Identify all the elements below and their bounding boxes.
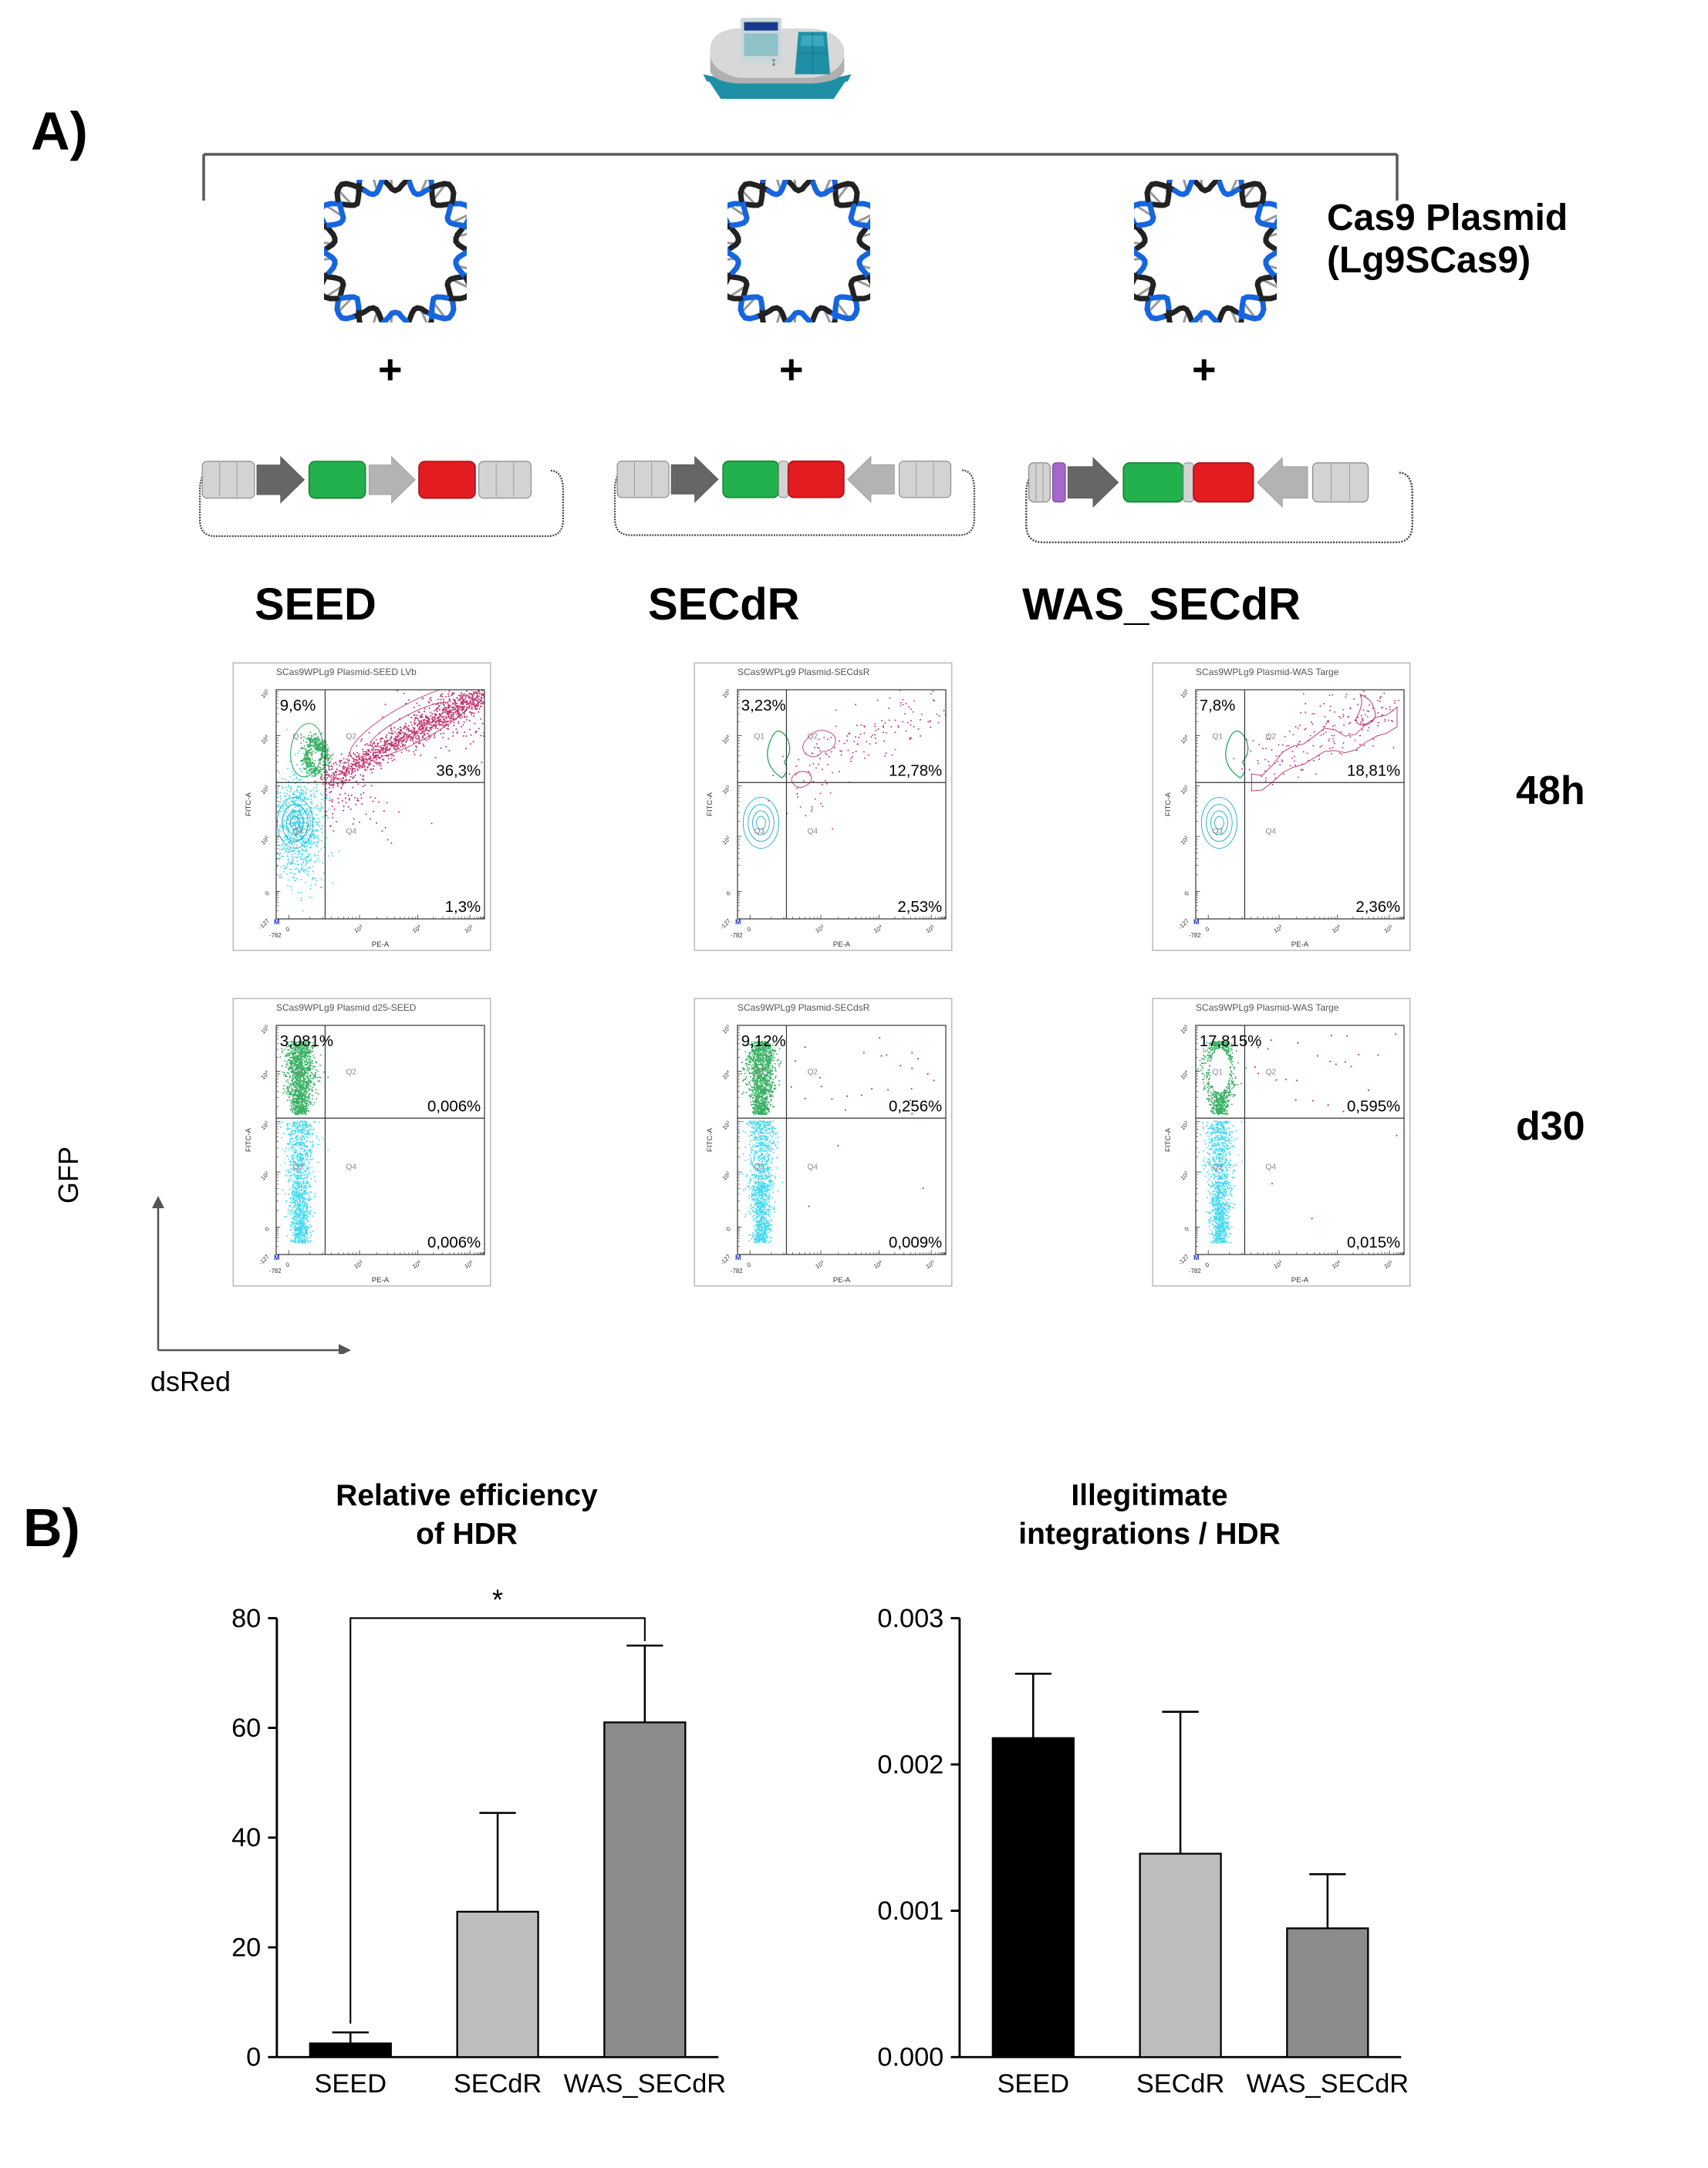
svg-text:17,815%: 17,815%: [1200, 1033, 1262, 1050]
svg-text:SECdR: SECdR: [1136, 2069, 1224, 2099]
svg-text:3,23%: 3,23%: [741, 697, 786, 714]
svg-text:WAS_SECdR: WAS_SECdR: [564, 2069, 726, 2099]
svg-text:M: M: [735, 918, 741, 926]
svg-text:0,595%: 0,595%: [1347, 1098, 1400, 1115]
svg-text:Relative efficiency: Relative efficiency: [336, 1479, 598, 1512]
svg-text:Q4: Q4: [807, 1163, 818, 1171]
svg-text:12,78%: 12,78%: [889, 762, 942, 779]
svg-text:Q1: Q1: [1212, 1068, 1223, 1076]
svg-text:Q1: Q1: [754, 732, 765, 741]
svg-text:0: 0: [246, 2043, 261, 2072]
svg-text:80: 80: [231, 1604, 261, 1633]
svg-text:9,6%: 9,6%: [280, 697, 316, 714]
svg-text:PE-A: PE-A: [1291, 1276, 1309, 1285]
svg-text:WAS_SECdR: WAS_SECdR: [1247, 2069, 1409, 2099]
svg-text:0,006%: 0,006%: [427, 1098, 481, 1115]
svg-text:-782: -782: [731, 932, 743, 939]
svg-text:FITC-A: FITC-A: [245, 792, 253, 816]
svg-text:Q1: Q1: [292, 1068, 303, 1076]
svg-text:20: 20: [231, 1933, 261, 1962]
svg-text:-782: -782: [731, 1268, 743, 1275]
svg-text:SCas9WPLg9 Plasmid-WAS Targe: SCas9WPLg9 Plasmid-WAS Targe: [1196, 667, 1339, 677]
svg-text:Illegitimate: Illegitimate: [1071, 1479, 1227, 1512]
svg-text:PE-A: PE-A: [833, 1276, 851, 1285]
svg-text:0,015%: 0,015%: [1347, 1234, 1400, 1251]
svg-text:0.001: 0.001: [877, 1896, 943, 1926]
svg-text:-782: -782: [1189, 932, 1201, 939]
svg-text:Q3: Q3: [754, 1163, 765, 1171]
svg-text:M: M: [735, 1254, 741, 1261]
svg-text:SCas9WPLg9 Plasmid-WAS Targe: SCas9WPLg9 Plasmid-WAS Targe: [1196, 1002, 1339, 1013]
svg-text:FITC-A: FITC-A: [1164, 792, 1173, 816]
svg-text:*: *: [492, 1584, 503, 1616]
svg-text:Q2: Q2: [346, 1068, 356, 1076]
svg-text:FITC-A: FITC-A: [1164, 1127, 1173, 1152]
svg-text:18,81%: 18,81%: [1347, 762, 1400, 779]
svg-text:0.000: 0.000: [877, 2043, 943, 2072]
svg-text:Q4: Q4: [346, 827, 356, 836]
svg-text:0,256%: 0,256%: [889, 1098, 942, 1115]
svg-text:Q2: Q2: [1265, 1068, 1276, 1076]
svg-text:Q4: Q4: [1265, 1163, 1276, 1171]
svg-text:M: M: [1193, 1254, 1200, 1261]
svg-text:Q2: Q2: [346, 732, 356, 741]
svg-text:SCas9WPLg9 Plasmid-SEED LVb: SCas9WPLg9 Plasmid-SEED LVb: [276, 667, 417, 677]
svg-text:0,009%: 0,009%: [889, 1234, 942, 1251]
svg-text:Q3: Q3: [754, 827, 765, 836]
svg-text:2,53%: 2,53%: [897, 899, 942, 916]
svg-text:Q3: Q3: [1212, 1163, 1223, 1171]
svg-text:Q3: Q3: [292, 1163, 303, 1171]
svg-text:PE-A: PE-A: [372, 940, 390, 949]
svg-text:1,3%: 1,3%: [445, 899, 481, 916]
svg-text:-782: -782: [1189, 1268, 1201, 1275]
svg-text:M: M: [1193, 918, 1200, 926]
svg-text:PE-A: PE-A: [372, 1276, 390, 1285]
svg-text:integrations / HDR: integrations / HDR: [1018, 1518, 1280, 1551]
svg-text:0.003: 0.003: [877, 1604, 943, 1633]
svg-text:SCas9WPLg9 Plasmid d25-SEED: SCas9WPLg9 Plasmid d25-SEED: [276, 1002, 417, 1013]
svg-text:FITC-A: FITC-A: [706, 792, 714, 816]
svg-text:SCas9WPLg9 Plasmid-SECdsR: SCas9WPLg9 Plasmid-SECdsR: [738, 667, 870, 677]
svg-text:40: 40: [231, 1823, 261, 1852]
svg-text:PE-A: PE-A: [1291, 940, 1309, 949]
svg-text:SEED: SEED: [997, 2069, 1069, 2099]
svg-text:SECdR: SECdR: [454, 2069, 542, 2099]
svg-text:Q4: Q4: [1265, 827, 1276, 836]
svg-text:60: 60: [231, 1714, 261, 1743]
svg-text:Q2: Q2: [807, 1068, 818, 1076]
svg-text:3,081%: 3,081%: [280, 1033, 333, 1050]
svg-text:M: M: [274, 918, 280, 926]
svg-text:PE-A: PE-A: [833, 940, 851, 949]
svg-text:Q1: Q1: [1212, 732, 1223, 741]
svg-text:Q1: Q1: [754, 1068, 765, 1076]
svg-text:Q2: Q2: [807, 732, 818, 741]
svg-text:FITC-A: FITC-A: [706, 1127, 714, 1152]
svg-text:7,8%: 7,8%: [1200, 697, 1235, 714]
svg-text:Q1: Q1: [292, 732, 303, 741]
svg-text:Q3: Q3: [1212, 827, 1223, 836]
svg-text:SCas9WPLg9 Plasmid-SECdsR: SCas9WPLg9 Plasmid-SECdsR: [738, 1002, 870, 1013]
svg-text:-782: -782: [269, 932, 282, 939]
svg-text:FITC-A: FITC-A: [245, 1127, 253, 1152]
svg-text:0,006%: 0,006%: [427, 1234, 481, 1251]
svg-text:9,12%: 9,12%: [741, 1033, 786, 1050]
svg-text:of HDR: of HDR: [416, 1518, 518, 1551]
svg-text:SEED: SEED: [315, 2069, 386, 2099]
svg-text:Q3: Q3: [292, 827, 303, 836]
svg-text:2,36%: 2,36%: [1355, 899, 1400, 916]
svg-text:0.002: 0.002: [877, 1750, 943, 1779]
svg-text:Q2: Q2: [1265, 732, 1276, 741]
svg-text:Q4: Q4: [346, 1163, 356, 1171]
svg-text:Q4: Q4: [807, 827, 818, 836]
svg-text:36,3%: 36,3%: [436, 762, 481, 779]
